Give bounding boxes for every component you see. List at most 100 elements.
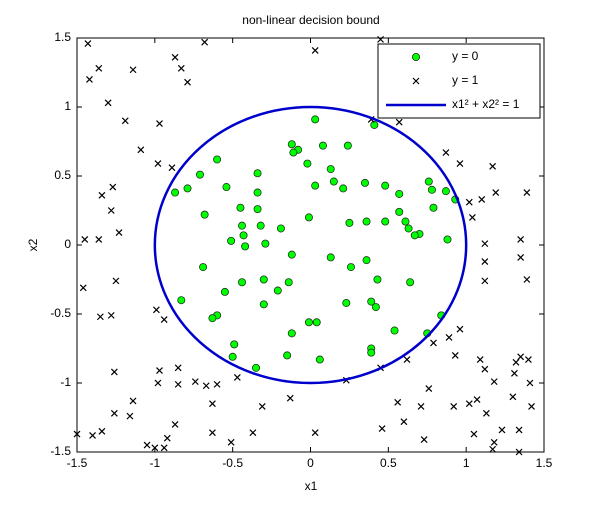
legend-label: y = 1: [452, 73, 479, 87]
point: [410, 231, 419, 240]
point: [259, 275, 268, 284]
cross: [490, 438, 498, 446]
point: [429, 203, 438, 212]
point: [276, 224, 285, 233]
cross: [394, 398, 402, 406]
cross: [160, 316, 168, 323]
point: [371, 303, 380, 312]
cross: [107, 311, 115, 319]
cross: [510, 369, 518, 377]
point: [443, 235, 452, 244]
point: [283, 351, 292, 360]
cross: [286, 394, 294, 402]
cross: [126, 412, 134, 420]
point: [228, 352, 237, 361]
cross: [171, 420, 179, 428]
point: [311, 115, 320, 124]
cross: [156, 367, 163, 375]
cross: [456, 160, 464, 168]
point: [238, 221, 247, 230]
cross: [209, 400, 216, 408]
point: [253, 188, 262, 197]
cross: [98, 191, 106, 199]
cross: [110, 409, 118, 417]
point: [404, 224, 413, 233]
cross: [104, 99, 112, 107]
cross: [417, 403, 425, 410]
x-tick-label: -1.5: [67, 456, 88, 470]
point: [171, 188, 180, 197]
point: [318, 141, 327, 150]
point: [441, 187, 450, 196]
cross: [84, 40, 92, 47]
cross: [107, 207, 115, 214]
cross: [163, 434, 171, 442]
cross: [517, 253, 525, 261]
point: [303, 159, 312, 168]
point: [373, 275, 382, 284]
cross: [249, 429, 257, 437]
cross: [456, 325, 464, 333]
cross: [109, 183, 117, 191]
cross: [465, 400, 473, 408]
cross: [168, 164, 176, 172]
cross: [525, 356, 532, 363]
cross: [258, 403, 266, 410]
cross: [489, 445, 497, 453]
point: [213, 155, 222, 164]
cross: [450, 403, 458, 410]
y-tick-label: 1.5: [54, 30, 71, 44]
point: [253, 169, 262, 178]
point: [326, 165, 335, 174]
point: [287, 329, 296, 338]
cross: [201, 38, 209, 46]
cross: [489, 162, 497, 170]
cross: [311, 46, 319, 54]
point: [339, 184, 348, 193]
y-tick-label: 0.5: [54, 168, 71, 182]
cross: [481, 258, 489, 265]
cross: [395, 118, 403, 126]
point: [367, 348, 376, 357]
point: [208, 314, 217, 323]
cross: [137, 146, 145, 154]
point: [424, 177, 433, 186]
cross: [476, 356, 484, 363]
cross: [403, 356, 411, 363]
cross: [442, 149, 450, 156]
point: [370, 120, 379, 129]
point: [427, 185, 436, 194]
point: [315, 355, 324, 364]
x-tick-label: 0.5: [380, 456, 397, 470]
cross: [81, 236, 89, 243]
x-tick-label: 1.5: [536, 456, 553, 470]
x-tick-label: -0.5: [222, 456, 243, 470]
point: [253, 205, 262, 214]
point: [343, 141, 352, 150]
cross: [425, 385, 433, 392]
point: [252, 363, 261, 372]
cross: [377, 35, 384, 43]
cross: [184, 78, 191, 86]
cross: [86, 75, 93, 83]
point: [326, 253, 335, 262]
point: [381, 217, 390, 226]
cross: [95, 64, 103, 72]
cross: [112, 277, 120, 285]
cross: [420, 436, 428, 444]
cross: [492, 189, 500, 196]
cross: [528, 403, 535, 410]
legend-label: y = 0: [452, 49, 479, 63]
chart-title: non-linear decision bound: [242, 13, 379, 27]
point: [346, 263, 355, 272]
point: [287, 140, 296, 149]
y-tick-label: 1: [64, 99, 71, 113]
point: [395, 189, 404, 198]
point: [345, 218, 354, 227]
cross: [478, 196, 486, 203]
point: [401, 217, 410, 226]
cross: [174, 380, 182, 388]
cross: [465, 198, 473, 206]
cross: [509, 393, 517, 401]
